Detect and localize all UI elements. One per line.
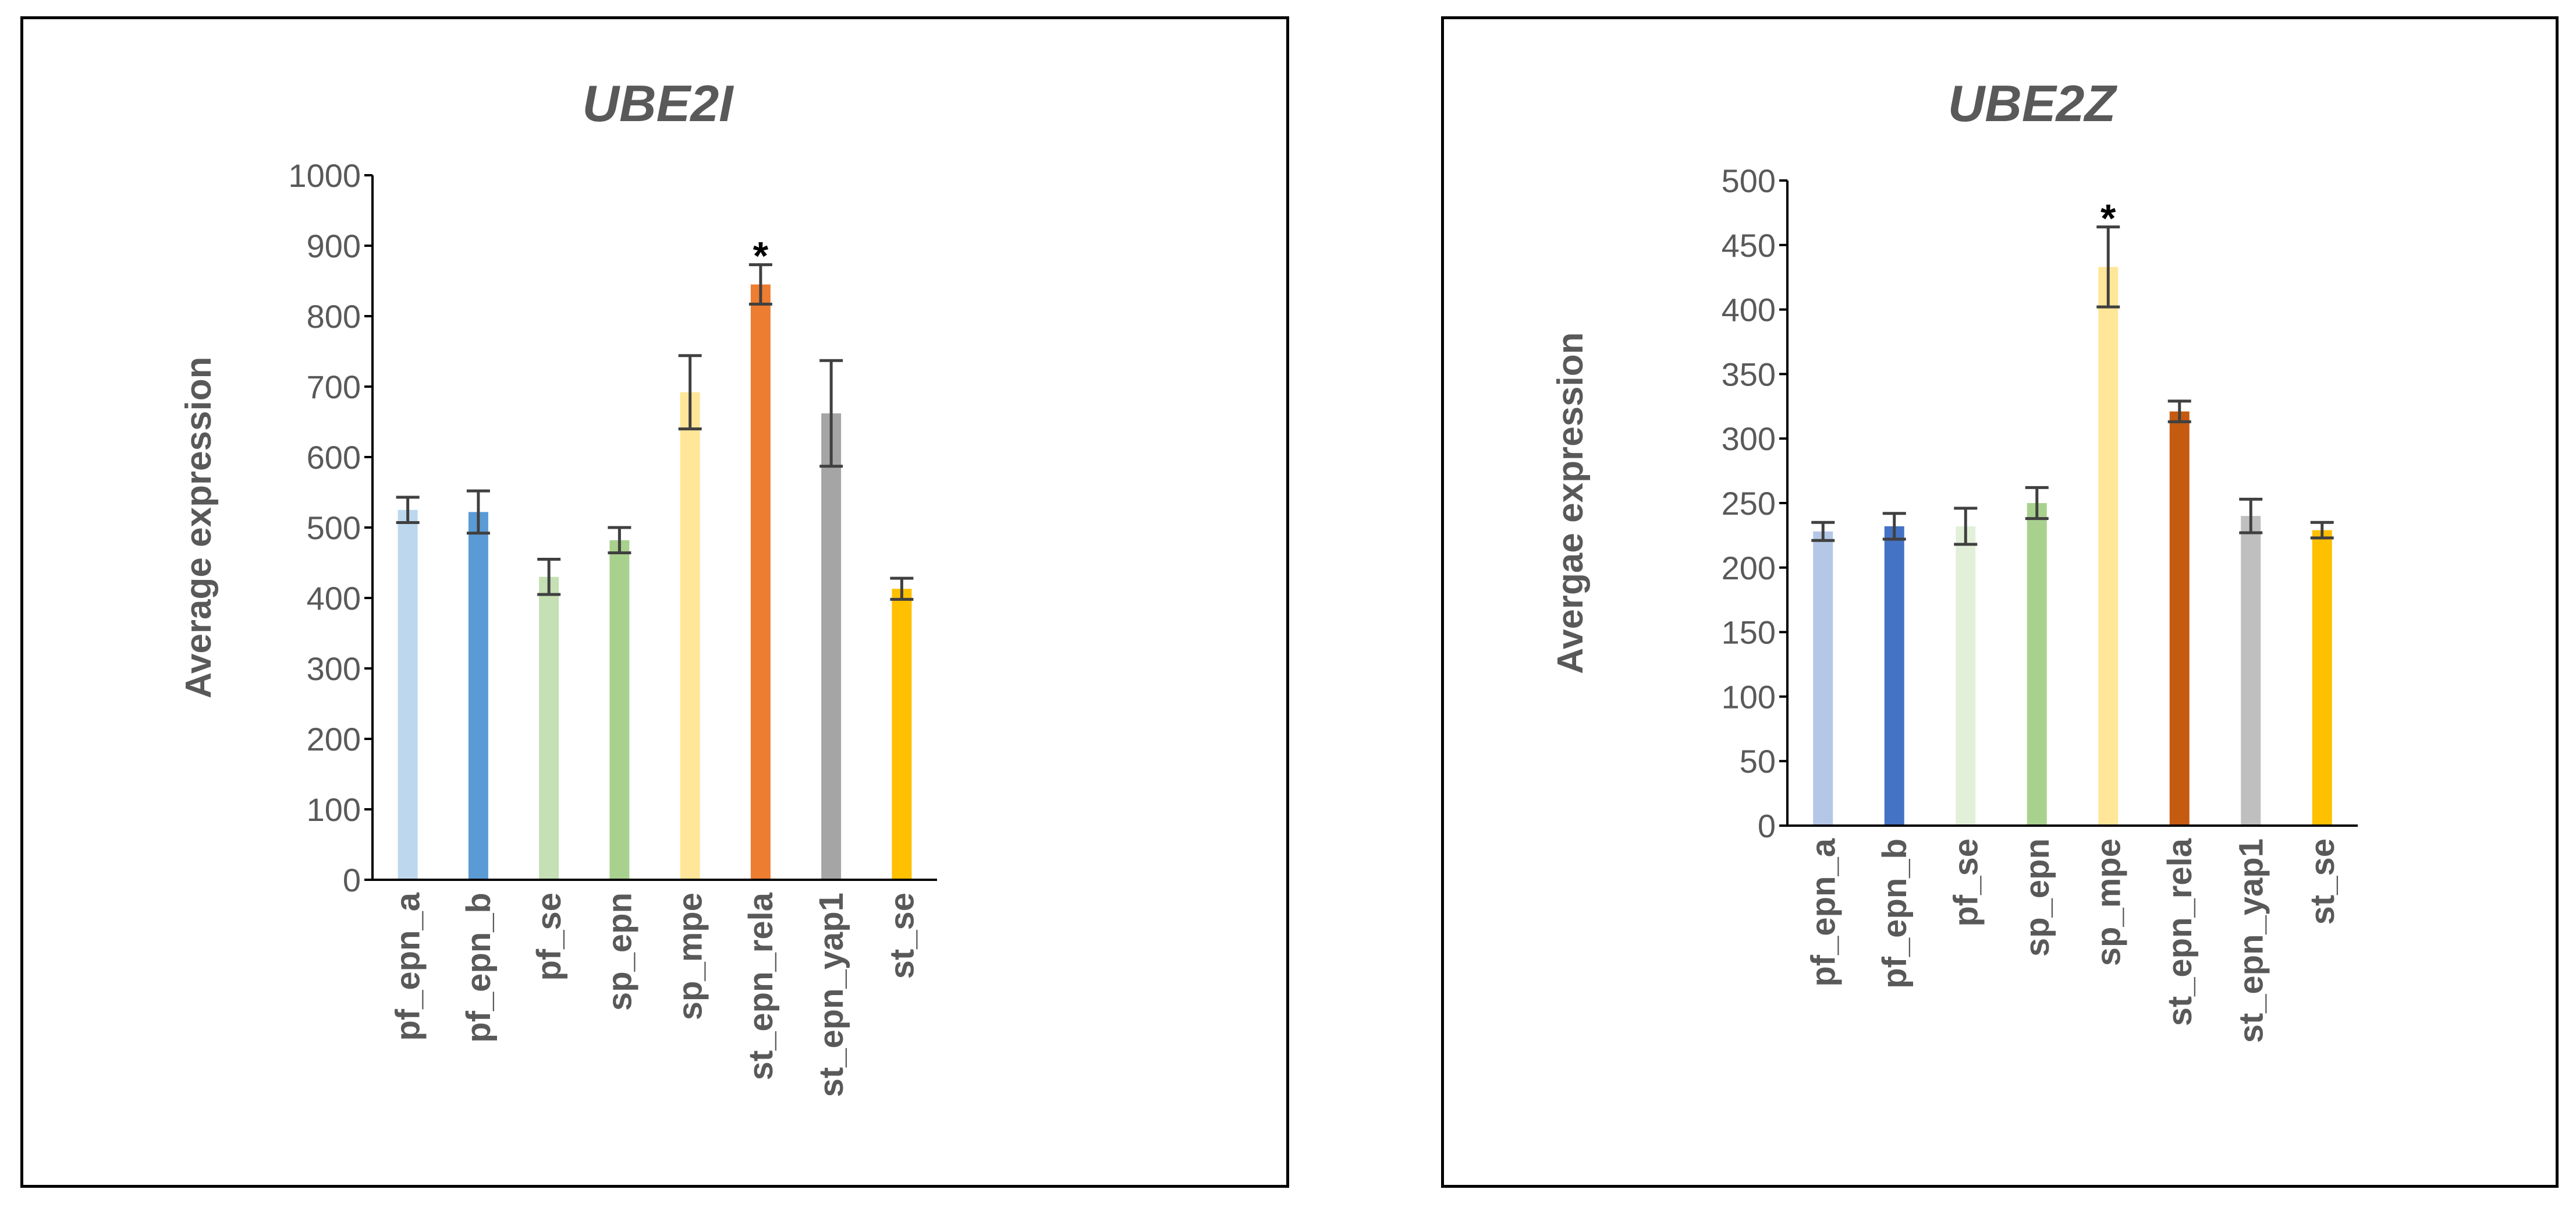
y-axis-label: Average expression <box>179 356 219 698</box>
bar-sp_epn <box>609 540 630 880</box>
chart-title: UBE2Z <box>1948 75 2118 132</box>
y-tick-label: 400 <box>1722 292 1776 328</box>
y-tick-label: 300 <box>1722 420 1776 457</box>
bar-sp_epn <box>2027 503 2047 826</box>
y-tick-label: 0 <box>1758 808 1776 844</box>
category-label-st_epn_yap1: st_epn_yap1 <box>812 893 850 1097</box>
y-tick-label: 900 <box>307 228 361 264</box>
bar-pf_epn_b <box>1884 526 1904 826</box>
category-label-st_se: st_se <box>883 893 921 979</box>
bar-pf_epn_a <box>398 509 418 880</box>
bar-st_se <box>2312 530 2332 826</box>
y-tick-label: 150 <box>1722 614 1776 651</box>
y-tick-label: 800 <box>307 298 361 335</box>
chart-panel-ube2z: UBE2Z Avergae expression 0 50 100 150 200 250 30… <box>1441 16 2559 1188</box>
category-label-sp_mpe: sp_mpe <box>672 893 709 1020</box>
y-tick-label: 500 <box>307 509 361 546</box>
category-label-pf_epn_a: pf_epn_a <box>1804 838 1842 986</box>
y-tick-label: 250 <box>1722 485 1776 522</box>
significance-marker: * <box>753 234 769 278</box>
category-label-st_se: st_se <box>2304 838 2341 925</box>
y-tick-label: 500 <box>1722 162 1776 199</box>
bar-sp_mpe <box>2098 267 2119 826</box>
y-tick-label: 300 <box>307 650 361 687</box>
significance-marker: * <box>2100 196 2116 240</box>
bar-chart-ube2i: UBE2I Average expression 0 100 200 300 400 500 6… <box>179 75 937 1097</box>
category-label-st_epn_rela: st_epn_rela <box>742 892 780 1080</box>
bar-pf_se <box>1956 526 1976 826</box>
y-tick-label: 0 <box>343 862 361 898</box>
y-tick-label: 600 <box>307 439 361 476</box>
bar-chart-ube2z: UBE2Z Avergae expression 0 50 100 150 200 250 30… <box>1550 75 2358 1043</box>
y-tick-label: 700 <box>307 369 361 405</box>
y-tick-label: 200 <box>307 721 361 758</box>
bar-st_se <box>892 589 912 880</box>
category-label-pf_se: pf_se <box>530 893 568 981</box>
bar-st_epn_rela <box>2169 411 2190 826</box>
chart-title: UBE2I <box>582 75 734 132</box>
category-label-sp_mpe: sp_mpe <box>2089 838 2127 966</box>
bar-pf_se <box>539 576 559 880</box>
y-tick-label: 400 <box>307 580 361 617</box>
y-tick-label: 350 <box>1722 356 1776 392</box>
bar-pf_epn_b <box>468 512 488 880</box>
bar-st_epn_rela <box>750 284 771 880</box>
y-tick-label: 1000 <box>288 157 361 194</box>
category-label-pf_epn_a: pf_epn_a <box>389 892 427 1040</box>
category-label-sp_epn: sp_epn <box>2018 838 2056 957</box>
category-label-sp_epn: sp_epn <box>601 893 638 1011</box>
bar-sp_mpe <box>680 392 700 880</box>
bar-st_epn_yap1 <box>821 413 842 880</box>
y-axis-label: Avergae expression <box>1550 332 1591 674</box>
y-tick-label: 100 <box>307 791 361 828</box>
chart-panel-ube2i: UBE2I Average expression 0 100 200 300 400 500 6… <box>20 16 1289 1188</box>
y-tick-label: 100 <box>1722 678 1776 715</box>
bar-st_epn_yap1 <box>2241 516 2261 826</box>
category-label-pf_epn_b: pf_epn_b <box>460 893 498 1043</box>
y-tick-label: 450 <box>1722 227 1776 264</box>
bar-pf_epn_a <box>1813 531 1833 826</box>
y-tick-label: 200 <box>1722 550 1776 586</box>
category-label-st_epn_yap1: st_epn_yap1 <box>2232 838 2270 1043</box>
category-label-pf_epn_b: pf_epn_b <box>1876 838 1914 989</box>
category-label-pf_se: pf_se <box>1947 838 1985 927</box>
category-label-st_epn_rela: st_epn_rela <box>2161 838 2199 1026</box>
y-tick-label: 50 <box>1740 743 1776 780</box>
